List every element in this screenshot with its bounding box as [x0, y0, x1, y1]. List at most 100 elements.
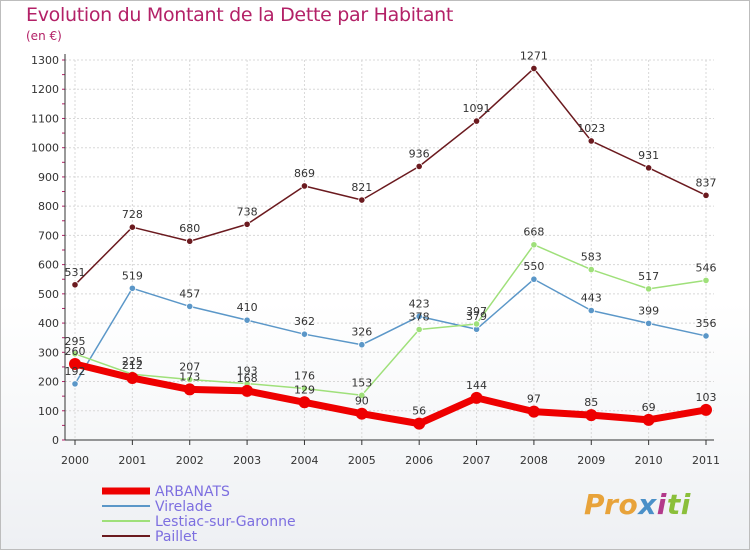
data-label: 295	[65, 335, 86, 348]
data-point	[186, 375, 194, 384]
data-label: 378	[409, 311, 430, 324]
data-point	[587, 306, 595, 315]
y-tick-label: 500	[38, 288, 59, 301]
data-label: 550	[523, 260, 544, 273]
x-tick-label: 2001	[118, 454, 146, 467]
y-tick-label: 800	[38, 200, 59, 213]
data-label: 103	[696, 391, 717, 404]
data-label: 56	[412, 405, 426, 418]
legend-label: ARBANATS	[155, 484, 230, 500]
data-label: 153	[351, 376, 372, 389]
data-label: 144	[466, 379, 487, 392]
data-label: 457	[179, 287, 200, 300]
data-label: 443	[581, 292, 602, 305]
logo-part: x	[638, 488, 657, 521]
data-label: 423	[409, 297, 430, 310]
data-point	[415, 162, 423, 170]
data-label: 397	[466, 305, 487, 318]
data-point	[645, 319, 653, 327]
y-tick-label: 0	[52, 434, 59, 447]
data-point	[71, 350, 79, 358]
data-point	[128, 223, 136, 231]
proxiti-logo: Proxiti	[584, 488, 691, 521]
data-point	[243, 220, 251, 228]
data-label: 173	[179, 370, 200, 383]
data-label: 399	[638, 304, 659, 317]
data-point	[587, 137, 595, 145]
x-tick-label: 2010	[635, 454, 663, 467]
data-label: 531	[65, 266, 86, 279]
data-point	[472, 320, 481, 328]
data-label: 90	[355, 395, 369, 408]
data-point	[69, 358, 81, 370]
data-label: 728	[122, 208, 143, 221]
data-label: 326	[351, 326, 372, 339]
data-point	[300, 330, 309, 338]
data-label: 1023	[577, 122, 605, 135]
data-point	[71, 380, 79, 388]
data-point	[472, 117, 481, 125]
data-label: 837	[696, 176, 717, 189]
data-label: 379	[466, 310, 487, 323]
data-point	[355, 407, 368, 420]
y-tick-label: 600	[38, 259, 59, 272]
x-tick-label: 2005	[348, 454, 376, 467]
data-label: 936	[409, 147, 430, 160]
data-label: 583	[581, 251, 602, 264]
series-line-arbanats	[71, 360, 710, 428]
x-tick-label: 2007	[463, 454, 491, 467]
data-label: 869	[294, 167, 315, 180]
data-label: 356	[696, 317, 717, 330]
data-label: 193	[237, 365, 258, 378]
data-point	[702, 276, 710, 284]
data-label: 129	[294, 383, 315, 396]
data-point	[702, 191, 710, 199]
data-point	[415, 312, 423, 320]
data-point	[186, 237, 194, 245]
y-tick-label: 300	[38, 346, 59, 359]
y-tick-label: 1300	[31, 54, 59, 67]
data-point	[128, 284, 136, 292]
data-label: 362	[294, 315, 315, 328]
data-label: 207	[179, 360, 200, 373]
logo-part: i	[656, 488, 667, 521]
data-label: 1271	[520, 49, 548, 62]
data-point	[186, 302, 194, 311]
x-tick-label: 2004	[290, 454, 318, 467]
data-point	[587, 265, 595, 274]
data-label: 192	[65, 365, 86, 378]
data-label: 225	[122, 355, 143, 368]
data-point	[530, 64, 538, 73]
data-point	[415, 325, 423, 334]
data-label: 821	[351, 181, 372, 194]
data-label: 931	[638, 149, 659, 162]
series-line-paillet	[74, 67, 707, 286]
data-point	[358, 341, 366, 349]
x-tick-label: 2006	[405, 454, 433, 467]
x-tick-label: 2008	[520, 454, 548, 467]
data-label: 517	[638, 270, 659, 283]
data-point	[645, 285, 653, 293]
logo-part: Pro	[584, 488, 639, 521]
logo-part: ti	[666, 488, 691, 521]
data-point	[71, 281, 79, 289]
data-point	[470, 391, 483, 404]
data-point	[358, 391, 366, 399]
y-tick-label: 1200	[31, 83, 59, 96]
y-tick-label: 700	[38, 229, 59, 242]
x-tick-label: 2000	[61, 454, 89, 467]
data-point	[126, 372, 139, 385]
data-point	[642, 413, 655, 426]
data-point	[700, 403, 712, 416]
data-point	[530, 241, 538, 249]
data-label: 410	[237, 301, 258, 314]
data-label: 738	[237, 205, 258, 218]
x-tick-label: 2003	[233, 454, 261, 467]
data-point	[300, 384, 309, 393]
unit-label: (en €)	[26, 29, 62, 43]
data-point	[241, 384, 254, 397]
data-label: 519	[122, 269, 143, 282]
data-label: 1091	[463, 102, 491, 115]
